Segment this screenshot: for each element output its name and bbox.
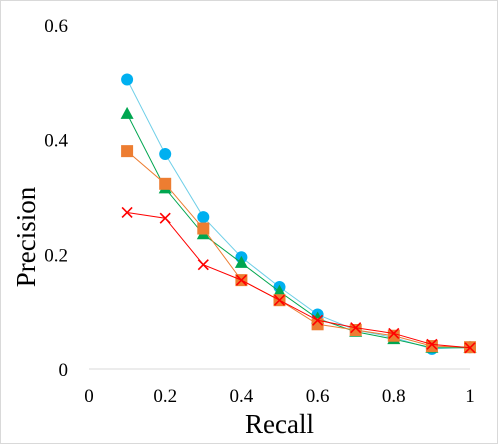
y-tick-label: 0.2	[44, 245, 68, 266]
data-point	[388, 327, 400, 340]
x-tick-label: 0.2	[153, 386, 177, 407]
data-point	[273, 294, 286, 306]
data-point	[426, 338, 438, 350]
x-axis-title: Recall	[245, 409, 314, 439]
x-tick-label: 1	[465, 386, 475, 407]
y-axis-title: Precision	[11, 186, 41, 287]
x-tick-label: 0.6	[306, 386, 330, 407]
series-line	[127, 211, 471, 349]
data-point	[159, 148, 172, 160]
data-point	[121, 206, 133, 219]
y-tick-labels: 0 0.2 0.4 0.6	[44, 16, 68, 381]
data-point	[121, 145, 134, 158]
series-line	[126, 150, 471, 348]
data-point	[234, 255, 248, 268]
data-point	[159, 212, 171, 224]
series-x	[121, 206, 476, 354]
series-line	[126, 79, 471, 350]
data-point	[197, 259, 209, 271]
series-square	[121, 145, 476, 354]
data-point	[387, 329, 400, 342]
y-tick-label: 0	[59, 360, 69, 381]
data-point	[121, 73, 134, 86]
data-point	[312, 314, 324, 326]
x-tick-label: 0.8	[382, 386, 406, 407]
y-tick-label: 0.6	[44, 16, 68, 37]
y-tick-label: 0.4	[44, 131, 68, 152]
data-point	[273, 284, 286, 297]
data-point	[349, 324, 362, 337]
data-point	[350, 322, 362, 334]
x-tick-label: 0.4	[230, 386, 254, 407]
x-tick-labels: 0 0.2 0.4 0.6 0.8 1	[84, 386, 475, 407]
data-point	[120, 106, 134, 119]
data-point	[235, 274, 247, 286]
series-triangle	[120, 106, 477, 353]
x-tick-label: 0	[84, 386, 94, 407]
series-layer	[120, 73, 477, 355]
data-point	[197, 222, 210, 235]
data-point	[159, 177, 172, 190]
series-line	[126, 113, 470, 349]
data-point	[197, 211, 210, 224]
data-point	[464, 342, 476, 354]
data-point	[425, 340, 438, 353]
